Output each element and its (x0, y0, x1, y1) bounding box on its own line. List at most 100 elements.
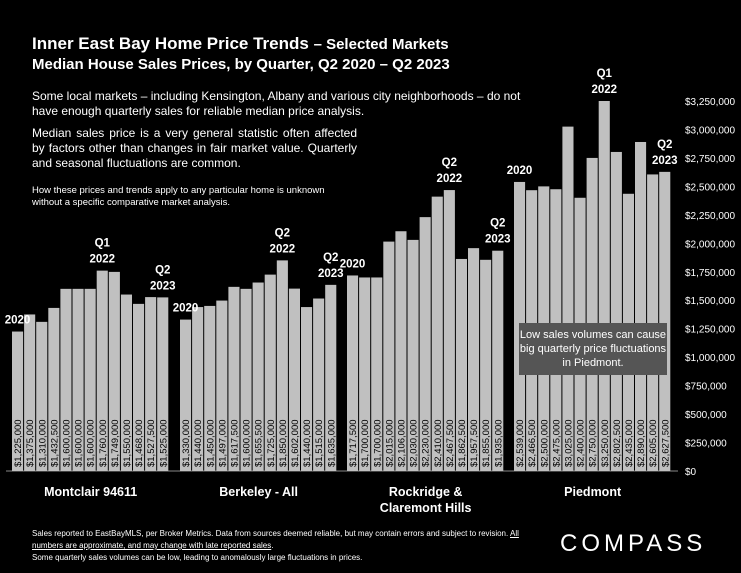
bar-value-label: $1,375,000 (25, 419, 36, 467)
bar-annotation: Q2 (155, 264, 170, 276)
bar (586, 157, 598, 471)
bar-annotation: 2020 (340, 258, 366, 270)
bar-value-label: $2,400,000 (576, 419, 587, 467)
bar (276, 260, 288, 471)
bar (252, 282, 264, 471)
bar (635, 141, 647, 471)
bar-annotation: 2022 (437, 173, 463, 185)
bar (395, 231, 407, 471)
bar (347, 275, 359, 471)
bar-value-label: $1,617,500 (229, 419, 240, 467)
bar-annotation: 2022 (270, 243, 296, 255)
bar-annotation: 2022 (591, 84, 617, 96)
bar-annotation: Q2 (490, 218, 505, 230)
y-tick-label: $750,000 (685, 382, 727, 393)
y-tick-label: $3,000,000 (685, 125, 735, 136)
bar (240, 288, 252, 471)
bar-annotation: 2020 (507, 165, 533, 177)
bar (12, 331, 24, 471)
bar-value-label: $2,435,000 (624, 419, 635, 467)
group-label: Piedmont (564, 485, 622, 499)
bar (301, 307, 313, 471)
bar-value-label: $1,749,000 (110, 419, 121, 467)
y-tick-label: $2,750,000 (685, 154, 735, 165)
bar (72, 288, 84, 471)
y-tick-label: $1,000,000 (685, 353, 735, 364)
bar-value-label: $1,700,000 (360, 419, 371, 467)
bar-value-label: $2,539,000 (515, 419, 526, 467)
bar-annotation: 2023 (318, 268, 344, 280)
compass-logo: COMPASS (560, 530, 707, 557)
y-tick-label: $2,250,000 (685, 211, 735, 222)
bar-annotation: 2022 (89, 254, 115, 266)
bar-value-label: $1,450,000 (205, 419, 216, 467)
bar-annotation: 2020 (173, 303, 199, 315)
bar-value-label: $1,515,000 (314, 419, 325, 467)
group-label-line2: Claremont Hills (380, 501, 472, 515)
bar-value-label: $1,525,000 (158, 419, 169, 467)
bar-value-label: $2,230,000 (421, 419, 432, 467)
bar (60, 288, 72, 471)
bar (84, 288, 96, 471)
bar-value-label: $2,750,000 (588, 419, 599, 467)
bar (492, 250, 504, 471)
bar-value-label: $2,467,500 (445, 419, 456, 467)
bar (120, 294, 132, 471)
bar-value-label: $1,310,000 (37, 419, 48, 467)
footer-disclaimer: Sales reported to EastBayMLS, per Broker… (32, 529, 519, 562)
bar-value-label: $1,760,000 (98, 419, 109, 467)
bar (96, 270, 108, 471)
bar-value-label: $1,600,000 (242, 419, 253, 467)
y-tick-label: $250,000 (685, 439, 727, 450)
bar-value-label: $1,935,000 (493, 419, 504, 467)
bar (108, 271, 120, 471)
bar-annotation: Q2 (657, 139, 672, 151)
bar-value-label: $1,850,000 (278, 419, 289, 467)
bar-annotation: 2020 (5, 315, 31, 327)
bar-value-label: $2,890,000 (636, 419, 647, 467)
bar-value-label: $1,600,000 (74, 419, 85, 467)
bar-value-label: $1,468,000 (134, 419, 145, 467)
group-label: Montclair 94611 (44, 485, 137, 499)
bar-value-label: $1,432,500 (49, 419, 60, 467)
bar-value-label: $1,330,000 (181, 419, 192, 467)
note-comparative-analysis: How these prices and trends apply to any… (32, 185, 325, 208)
bar-annotation: Q1 (95, 238, 111, 250)
bar (216, 300, 228, 471)
bar-value-label: $2,466,500 (527, 419, 538, 467)
bar (157, 297, 169, 471)
bar-annotation: 2023 (652, 155, 678, 167)
group-label: Berkeley - All (219, 485, 298, 499)
bar-value-label: $2,627,500 (660, 419, 671, 467)
bar (443, 190, 455, 472)
bar-value-label: $1,600,000 (86, 419, 97, 467)
piedmont-callout: Low sales volumes can cause big quarterl… (519, 323, 667, 375)
bar (180, 319, 192, 471)
bar-value-label: $1,700,000 (372, 419, 383, 467)
bar-value-label: $2,500,000 (539, 419, 550, 467)
bar-value-label: $1,862,500 (457, 419, 468, 467)
bar (598, 101, 610, 471)
bar-annotation: 2023 (150, 280, 176, 292)
bar (192, 307, 204, 471)
bar-value-label: $2,015,000 (384, 419, 395, 467)
bar-value-label: $1,225,000 (13, 419, 24, 467)
bar-value-label: $2,475,000 (551, 419, 562, 467)
chart-subtitle: Median House Sales Prices, by Quarter, Q… (32, 56, 450, 73)
bar (480, 259, 492, 471)
note-median-statistic: Median sales price is a very general sta… (32, 126, 357, 170)
bar-value-label: $1,725,000 (266, 419, 277, 467)
bar (562, 126, 574, 471)
bar (383, 241, 395, 471)
bar (325, 284, 337, 471)
bar-value-label: $1,855,000 (481, 419, 492, 467)
note-insufficient-markets: Some local markets – including Kensingto… (32, 89, 521, 118)
bar-annotation: Q2 (323, 252, 338, 264)
bar-value-label: $1,440,000 (302, 419, 313, 467)
bar-value-label: $1,602,000 (290, 419, 301, 467)
bar (659, 171, 671, 471)
y-tick-label: $3,250,000 (685, 97, 735, 108)
bar (371, 277, 383, 471)
bar-value-label: $1,635,000 (326, 419, 337, 467)
bar (228, 286, 240, 471)
